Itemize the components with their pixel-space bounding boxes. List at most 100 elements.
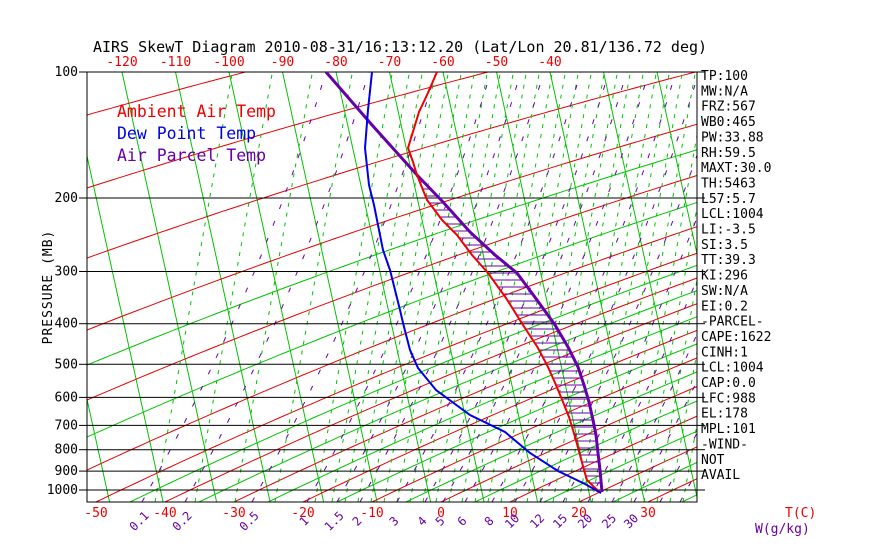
panel-stat: LCL:1004	[701, 207, 764, 222]
moist-adiabat-dashed-line	[234, 72, 313, 502]
temp-line	[233, 303, 697, 502]
moist-adiabat-dashed-line	[331, 72, 410, 502]
moist-adiabat-line	[543, 430, 697, 502]
bottom-temp-label: 20	[571, 506, 587, 521]
pressure-tick-label: 1000	[47, 483, 78, 498]
temp-line	[87, 226, 697, 471]
panel-stat: -PARCEL-	[701, 315, 764, 330]
top-temp-label: -80	[324, 55, 347, 70]
pressure-tick-label: 800	[55, 443, 78, 458]
moist-adiabat-dashed-line	[448, 72, 527, 502]
top-temp-label: -120	[106, 55, 137, 70]
isotherm-line	[228, 72, 325, 502]
sounding-curves	[324, 72, 604, 494]
moist-adiabat-dashed-line	[357, 72, 436, 502]
panel-stat: LCL:1004	[701, 361, 764, 376]
moist-adiabat-dashed-line	[500, 72, 579, 502]
bottom-temp-label: 30	[640, 506, 656, 521]
panel-stat: WB0:465	[701, 115, 756, 130]
panel-stat: EI:0.2	[701, 299, 748, 314]
moist-adiabat-dashed-line	[552, 72, 631, 502]
temp-line	[95, 252, 697, 502]
panel-stat: AVAIL	[701, 468, 740, 483]
moist-adiabat-dashed-line	[396, 72, 475, 502]
pressure-tick-label: 300	[55, 265, 78, 280]
moist-adiabat-dashed-line	[409, 72, 488, 502]
panel-stat: NOT	[701, 453, 725, 468]
isotherm-line	[87, 396, 111, 502]
moist-adiabat-line	[405, 371, 697, 502]
top-temp-label: -90	[271, 55, 294, 70]
page-title: AIRS SkewT Diagram 2010-08-31/16:13:12.2…	[93, 38, 707, 56]
dew-point-temp-curve	[363, 72, 602, 494]
panel-stat: PW:33.88	[701, 130, 764, 145]
panel-stat: MW:N/A	[701, 84, 748, 99]
temp-line	[87, 123, 697, 331]
top-temp-label: -70	[378, 55, 401, 70]
mixing-ratio-line	[611, 333, 697, 502]
panel-stat: KI:296	[701, 269, 748, 284]
temp-line	[164, 277, 697, 502]
pressure-tick-label: 700	[55, 418, 78, 433]
panel-stat: MAXT:30.0	[701, 161, 771, 176]
legend-item: Dew Point Temp	[117, 124, 256, 143]
moist-adiabat-dashed-line	[682, 421, 697, 502]
panel-stat: SI:3.5	[701, 238, 748, 253]
bottom-temp-label: 0	[437, 506, 445, 521]
stats-panel: TP:100MW:N/AFRZ:567WB0:465PW:33.88RH:59.…	[701, 69, 771, 483]
bottom-temp-label: -50	[84, 506, 107, 521]
top-temp-label: -60	[431, 55, 454, 70]
isotherm-line	[389, 72, 485, 502]
panel-stat: FRZ:567	[701, 100, 756, 115]
panel-stat: CAP:0.0	[701, 376, 756, 391]
moist-adiabat-line	[267, 316, 697, 502]
isotherm-line	[87, 153, 164, 502]
temp-axis-label: T(C)	[785, 506, 816, 521]
cape-hatch	[419, 181, 602, 484]
pressure-grid	[79, 71, 705, 503]
pressure-tick-label: 400	[55, 317, 78, 332]
moist-adiabat-dashed-line	[474, 72, 553, 502]
panel-stat: CAPE:1622	[701, 330, 771, 345]
pressure-axis-title: PRESSURE (MB)	[41, 230, 56, 345]
mixing-axis-label: W(g/kg)	[755, 522, 810, 537]
moist-adiabat-dashed-line	[274, 72, 353, 502]
panel-stat: L57:5.7	[701, 192, 756, 207]
temp-line	[87, 72, 491, 189]
legend-item: Air Parcel Temp	[117, 146, 266, 165]
pressure-tick-label: 900	[55, 464, 78, 479]
moist-adiabat-dashed-line	[656, 276, 697, 502]
temp-line	[371, 357, 697, 502]
panel-stat: MPL:101	[701, 422, 756, 437]
moist-adiabat-dashed-line	[643, 204, 697, 502]
panel-stat: -WIND-	[701, 437, 748, 452]
moist-adiabat-dashed-line	[383, 72, 462, 502]
panel-stat: TH:5463	[701, 176, 756, 191]
moist-adiabat-dashed-line	[344, 72, 423, 502]
panel-stat: EL:178	[701, 407, 748, 422]
isotherm-line	[175, 72, 271, 502]
temp-line	[302, 329, 697, 502]
moist-adiabat-dashed-line	[461, 72, 540, 502]
panel-stat: LFC:988	[701, 391, 756, 406]
temp-line	[647, 478, 697, 502]
bottom-temp-label: 10	[502, 506, 518, 521]
plot-text: AIRS SkewT Diagram 2010-08-31/16:13:12.2…	[41, 38, 816, 537]
top-temp-label: -110	[160, 55, 191, 70]
moist-adiabat-dashed-line	[630, 132, 697, 502]
panel-stat: TP:100	[701, 69, 748, 84]
moist-adiabat-dashed-line	[617, 72, 696, 502]
pressure-tick-label: 100	[55, 65, 78, 80]
panel-stat: TT:39.3	[701, 253, 756, 268]
isotherm-line	[603, 72, 697, 500]
bottom-temp-label: -30	[222, 506, 245, 521]
moist-adiabat-dashed-line	[526, 72, 605, 502]
moist-adiabat-dashed-line	[539, 72, 618, 502]
moist-adiabat-dashed-line	[314, 72, 393, 502]
legend-item: Ambient Air Temp	[117, 102, 276, 121]
air-parcel-temp-curve	[324, 72, 604, 493]
moist-adiabat-dashed-line	[604, 72, 683, 502]
temp-line	[440, 386, 697, 502]
